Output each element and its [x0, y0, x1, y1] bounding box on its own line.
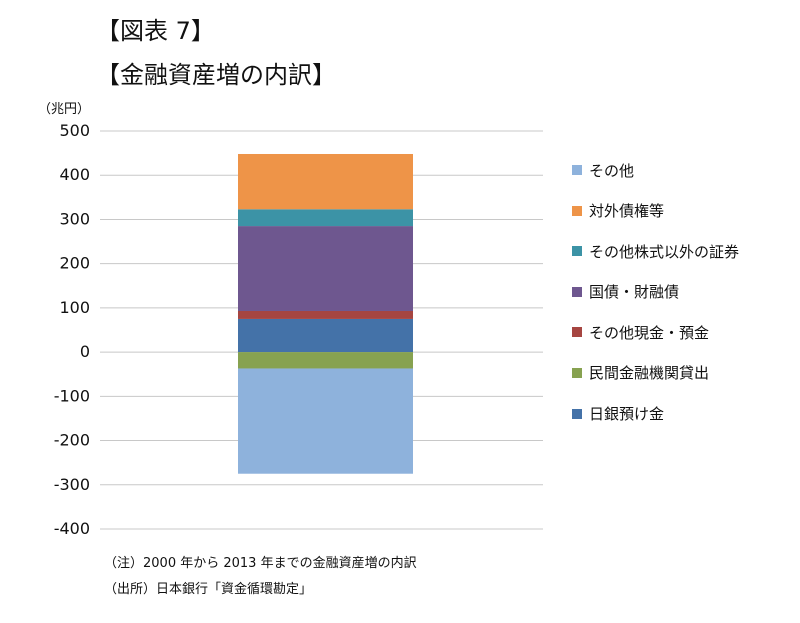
y-tick-label: 400	[59, 165, 90, 184]
y-tick-label: 300	[59, 209, 90, 228]
bar-segment	[238, 209, 413, 227]
legend-swatch	[572, 246, 582, 257]
legend-item: 民間金融機関貸出	[572, 363, 739, 383]
y-tick-label: -100	[54, 386, 90, 405]
legend-item: その他現金・預金	[572, 322, 739, 342]
y-tick-label: 0	[80, 342, 90, 361]
legend-label: その他	[589, 161, 635, 180]
legend-item: 国債・財融債	[572, 282, 739, 302]
figure-label: 【図表 7】	[96, 17, 215, 45]
legend-swatch	[572, 286, 582, 297]
bar-segment	[238, 368, 413, 474]
legend-swatch	[572, 408, 582, 419]
y-tick-label: 200	[59, 254, 90, 273]
legend-label: 民間金融機関貸出	[589, 364, 710, 383]
legend-item: その他	[572, 160, 739, 180]
bar-segment	[238, 226, 413, 311]
bar-segment	[238, 153, 413, 210]
legend-swatch	[572, 205, 582, 216]
legend-item: その他株式以外の証券	[572, 241, 739, 261]
legend-label: その他株式以外の証券	[589, 242, 740, 261]
y-axis-unit-label: （兆円）	[38, 102, 91, 117]
legend-item: 対外債権等	[572, 201, 739, 221]
legend-swatch	[572, 327, 582, 338]
legend-item: 日銀預け金	[572, 404, 739, 424]
legend: その他対外債権等その他株式以外の証券 国債・財融債その他現金・預金 民間金融機関貸出…	[572, 160, 739, 444]
legend-label: 国債・財融債	[589, 283, 680, 302]
bar-segment	[238, 352, 413, 369]
chart-note: （注）2000 年から 2013 年までの金融資産増の内訳	[104, 556, 417, 571]
bar-segment	[238, 318, 413, 353]
legend-label: 日銀預け金	[589, 405, 665, 424]
legend-swatch	[572, 165, 582, 175]
legend-label: その他現金・預金	[589, 323, 710, 342]
legend-swatch	[572, 367, 582, 378]
chart-title: 【金融資産増の内訳】	[96, 61, 336, 89]
legend-label: 対外債権等	[589, 202, 665, 221]
y-tick-label: 100	[59, 298, 90, 317]
y-tick-label: -400	[54, 519, 90, 538]
y-tick-label: -300	[54, 475, 90, 494]
y-tick-label: -200	[54, 431, 90, 450]
chart-source: （出所）日本銀行「資金循環勘定」	[104, 582, 313, 597]
bar-segment	[238, 310, 413, 319]
y-tick-label: 500	[59, 121, 90, 140]
